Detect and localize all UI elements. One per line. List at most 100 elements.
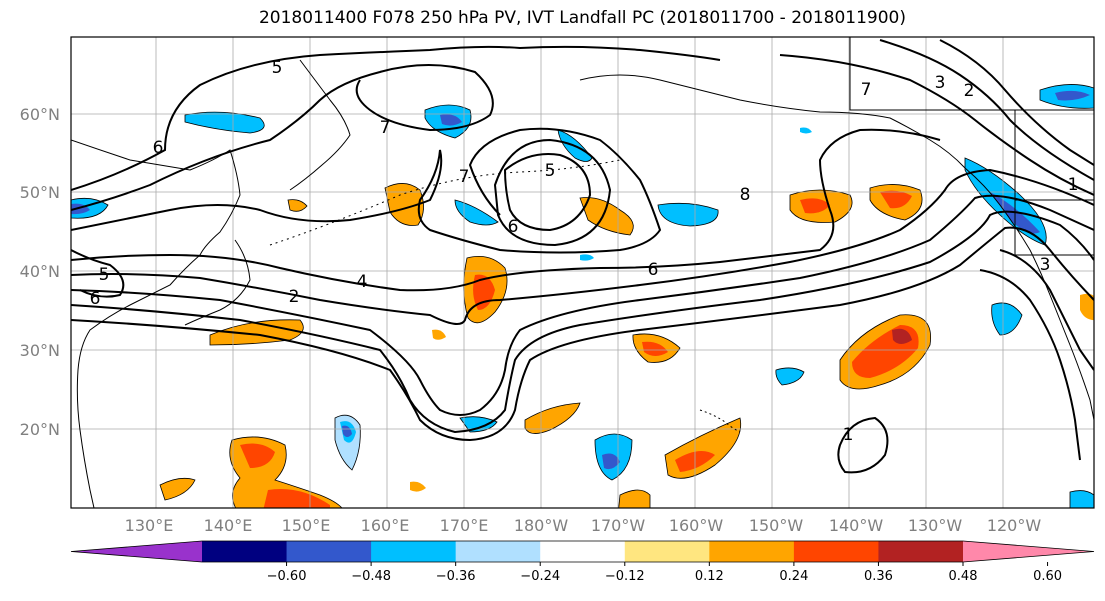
pv-contour-label: 1 bbox=[843, 425, 854, 445]
pv-contour-label: 6 bbox=[648, 260, 659, 280]
pv-contour-label: 2 bbox=[289, 287, 300, 307]
pv-contour bbox=[71, 210, 1094, 434]
pv-contour-label: 7 bbox=[380, 118, 391, 138]
positive-ivt-patch bbox=[287, 199, 308, 212]
pv-contour-label: 3 bbox=[935, 73, 946, 93]
negative-ivt-patch bbox=[1055, 90, 1090, 101]
negative-ivt-patch bbox=[184, 111, 265, 134]
negative-ivt-patch bbox=[580, 254, 594, 261]
lat-label: 30°N bbox=[20, 341, 60, 360]
pv-contour bbox=[71, 128, 941, 292]
colorbar-tick-label: 0.12 bbox=[695, 569, 724, 584]
positive-ivt-patch bbox=[159, 477, 196, 501]
pv-contour bbox=[71, 127, 662, 254]
pv-contour-label: 5 bbox=[99, 265, 110, 285]
colorbar-tick-label: −0.36 bbox=[436, 569, 476, 584]
positive-ivt-patch bbox=[579, 197, 634, 236]
pv-contour-label: 5 bbox=[545, 161, 556, 181]
pv-contour-label: 8 bbox=[740, 185, 751, 205]
map-background bbox=[71, 37, 1094, 508]
lon-label: 180°W bbox=[514, 516, 569, 535]
longitude-labels: 130°E 140°E 150°E 160°E 170°E 180°W 170°… bbox=[125, 516, 1042, 535]
pv-contour-label: 5 bbox=[272, 58, 283, 78]
negative-ivt-patch bbox=[342, 425, 352, 437]
colorbar-segment bbox=[202, 541, 288, 562]
lon-label: 170°W bbox=[591, 516, 646, 535]
pv-contour bbox=[71, 226, 1094, 442]
pv-contour-label: 7 bbox=[459, 167, 470, 187]
colorbar-segment bbox=[371, 541, 457, 562]
lon-label: 170°E bbox=[440, 516, 489, 535]
lon-label: 140°E bbox=[204, 516, 253, 535]
pv-contour bbox=[999, 249, 1094, 371]
positive-ivt-patch bbox=[880, 190, 912, 209]
pv-contour bbox=[939, 39, 1094, 166]
positive-ivt-patch bbox=[263, 489, 330, 508]
ivt-shading bbox=[71, 84, 1094, 508]
pv-contour bbox=[879, 39, 1094, 181]
lat-label: 60°N bbox=[20, 105, 60, 124]
positive-ivt-patch bbox=[524, 402, 581, 434]
lon-label: 150°W bbox=[749, 516, 804, 535]
lon-label: 140°W bbox=[829, 516, 884, 535]
map-title: 2018011400 F078 250 hPa PV, IVT Landfall… bbox=[258, 8, 906, 28]
positive-ivt-patch bbox=[618, 489, 651, 508]
colorbar-tick-label: 0.60 bbox=[1033, 569, 1062, 584]
lat-label: 50°N bbox=[20, 183, 60, 202]
colorbar-extend-low bbox=[71, 541, 202, 562]
colorbar-segment bbox=[709, 541, 795, 562]
lon-label: 160°W bbox=[669, 516, 724, 535]
pv-contour-label: 6 bbox=[90, 289, 101, 309]
pv-contour bbox=[71, 64, 494, 211]
lat-label: 40°N bbox=[20, 262, 60, 281]
colorbar-segment bbox=[624, 541, 710, 562]
pv-contour bbox=[71, 168, 1094, 325]
colorbar-tick-label: −0.24 bbox=[520, 569, 560, 584]
alaska-coastline bbox=[579, 74, 966, 169]
lon-label: 160°E bbox=[361, 516, 410, 535]
negative-ivt-patch bbox=[602, 453, 620, 470]
colorbar-tick-label: 0.24 bbox=[779, 569, 808, 584]
colorbar-extend-high bbox=[963, 541, 1094, 562]
negative-ivt-patch bbox=[800, 127, 812, 134]
positive-ivt-patch bbox=[800, 198, 830, 214]
colorbar-tick-label: 0.48 bbox=[949, 569, 978, 584]
pv-contour-label: 2 bbox=[964, 81, 975, 101]
colorbar-outline bbox=[70, 540, 1095, 563]
pv-contour bbox=[837, 416, 889, 474]
lon-label: 150°E bbox=[282, 516, 331, 535]
pv-contours bbox=[71, 39, 1094, 474]
latitude-labels: 60°N 50°N 40°N 30°N 20°N bbox=[20, 105, 60, 439]
pv-contour-labels: 5 6 7 7 5 6 4 2 6 5 6 7 3 2 1 8 1 3 bbox=[90, 58, 1079, 445]
pv-contour-label: 3 bbox=[1040, 255, 1051, 275]
colorbar-tick-label: −0.60 bbox=[267, 569, 307, 584]
colorbar-segment bbox=[540, 541, 626, 562]
pv-contour-label: 6 bbox=[153, 138, 164, 158]
positive-ivt-patch bbox=[892, 328, 912, 344]
colorbar-segment bbox=[793, 541, 879, 562]
lon-label: 120°W bbox=[987, 516, 1042, 535]
negative-ivt-patch bbox=[459, 416, 498, 433]
lat-label: 20°N bbox=[20, 420, 60, 439]
pv-contour-label: 1 bbox=[1068, 175, 1079, 195]
positive-ivt-patch bbox=[432, 329, 446, 340]
map-frame bbox=[70, 36, 1095, 509]
na-coastline bbox=[964, 167, 1094, 421]
negative-ivt-patch bbox=[657, 202, 719, 227]
positive-ivt-patch bbox=[410, 481, 426, 492]
colorbar-tick-label: −0.48 bbox=[351, 569, 391, 584]
colorbar-tick-label: 0.36 bbox=[864, 569, 893, 584]
positive-ivt-patch bbox=[642, 341, 668, 356]
negative-ivt-patch bbox=[991, 302, 1023, 336]
pv-contour bbox=[979, 269, 1081, 461]
pv-contour bbox=[71, 249, 125, 298]
positive-ivt-patch bbox=[384, 183, 424, 226]
map-gridlines bbox=[71, 37, 1094, 508]
positive-ivt-patch bbox=[1080, 293, 1094, 321]
pv-contour bbox=[503, 153, 592, 232]
pv-contour bbox=[71, 45, 721, 191]
pv-contour-label: 7 bbox=[861, 80, 872, 100]
pv-contour-label: 4 bbox=[357, 272, 368, 292]
colorbar: −0.60 −0.48 −0.36 −0.24 −0.12 0.12 0.24 0.36 0.4… bbox=[70, 540, 1095, 584]
